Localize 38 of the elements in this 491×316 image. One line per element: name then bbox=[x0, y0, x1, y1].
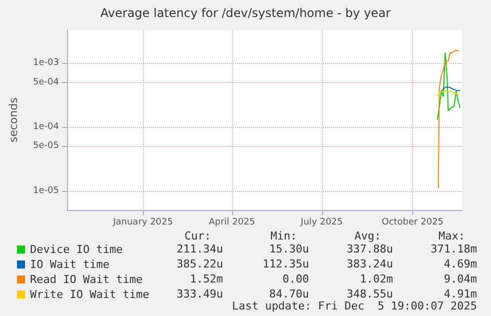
text: 1.02m bbox=[360, 272, 394, 286]
text: 1.52m bbox=[190, 272, 224, 286]
y-tick-label: 5e-04 bbox=[33, 77, 60, 88]
y-tick-label: 1e-03 bbox=[33, 58, 59, 68]
line-series bbox=[436, 52, 461, 120]
text: 15.30u bbox=[269, 242, 309, 256]
text: Last update: Fri Dec 5 19:00:07 2025 bbox=[232, 300, 477, 312]
text: Min: bbox=[270, 230, 297, 242]
text: 9.04m bbox=[444, 272, 478, 286]
text: 371.18m bbox=[430, 242, 478, 256]
legend-label: IO Wait time bbox=[30, 258, 110, 271]
text: 84.70u bbox=[269, 288, 309, 300]
text: Avg: bbox=[354, 230, 381, 242]
legend-label: Read IO Wait time bbox=[30, 273, 143, 286]
y-tick-label: 1e-04 bbox=[33, 122, 60, 132]
y-axis-title: seconds bbox=[7, 97, 20, 142]
y-tick-label: 5e-05 bbox=[33, 141, 59, 152]
text: 112.35u bbox=[262, 258, 309, 270]
x-tick-label: July 2025 bbox=[300, 218, 343, 228]
x-tick-label: October 2025 bbox=[382, 218, 444, 228]
text: 333.49u bbox=[176, 288, 223, 300]
text: 383.24u bbox=[346, 258, 393, 270]
text: 0.00 bbox=[282, 272, 309, 286]
legend-label: Device IO time bbox=[30, 243, 123, 256]
text: 337.88u bbox=[346, 242, 393, 256]
text: 348.55u bbox=[346, 288, 393, 300]
chart-title: Average latency for /dev/system/home - by year bbox=[100, 6, 391, 20]
text: 4.69m bbox=[444, 258, 478, 270]
y-tick-label: 1e-05 bbox=[33, 186, 59, 196]
legend-label: Write IO Wait time bbox=[30, 288, 150, 301]
text: 211.34u bbox=[176, 242, 223, 256]
text: 4.91m bbox=[444, 288, 478, 300]
text: 385.22u bbox=[176, 258, 223, 270]
text: Max: bbox=[438, 230, 465, 242]
text: Cur: bbox=[184, 230, 211, 242]
x-tick-label: January 2025 bbox=[112, 218, 173, 228]
line-series bbox=[438, 50, 460, 189]
x-tick-label: April 2025 bbox=[208, 218, 256, 228]
